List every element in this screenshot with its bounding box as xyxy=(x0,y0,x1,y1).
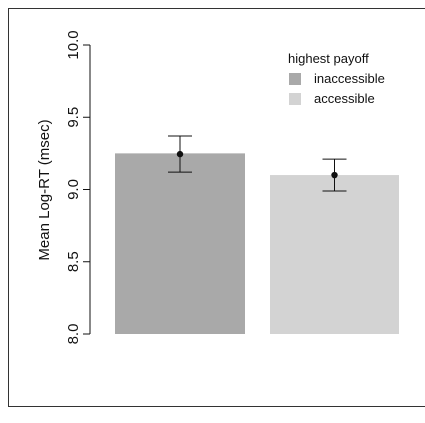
y-tick-label: 10.0 xyxy=(65,30,82,59)
error-bars xyxy=(168,135,347,192)
y-tick-label: 8.5 xyxy=(65,251,82,272)
legend: highest payoff inaccessible accessible xyxy=(288,51,385,106)
y-axis: 8.0 8.5 9.0 9.5 10.0 xyxy=(65,30,91,345)
bar-accessible xyxy=(270,175,399,334)
y-axis-label: Mean Log-RT (msec) xyxy=(36,119,53,260)
y-tick-label: 9.5 xyxy=(65,107,82,128)
bars xyxy=(115,153,399,334)
point-estimate-accessible xyxy=(331,171,338,179)
bar-inaccessible xyxy=(115,153,245,334)
y-tick-label: 9.0 xyxy=(65,179,82,200)
legend-swatch-accessible xyxy=(289,93,301,105)
legend-label-accessible: accessible xyxy=(314,91,375,106)
legend-swatch-inaccessible xyxy=(289,73,301,85)
legend-title: highest payoff xyxy=(288,51,369,66)
point-estimate-inaccessible xyxy=(176,150,184,158)
legend-label-inaccessible: inaccessible xyxy=(314,71,385,86)
y-tick-label: 8.0 xyxy=(65,324,82,345)
